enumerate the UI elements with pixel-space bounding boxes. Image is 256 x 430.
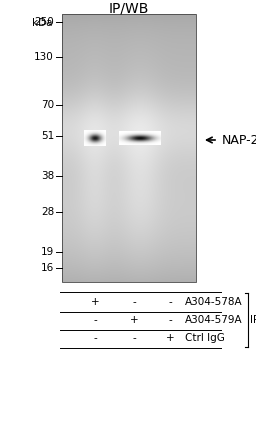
Text: A304-578A: A304-578A bbox=[185, 297, 243, 307]
Text: +: + bbox=[130, 315, 138, 325]
Bar bbox=[62, 14, 196, 282]
Text: 38: 38 bbox=[41, 171, 54, 181]
Text: NAP-2: NAP-2 bbox=[222, 133, 256, 147]
Text: kDa: kDa bbox=[32, 18, 52, 28]
Text: -: - bbox=[132, 297, 136, 307]
Text: +: + bbox=[166, 333, 174, 343]
Text: -: - bbox=[93, 333, 97, 343]
Text: 130: 130 bbox=[34, 52, 54, 62]
Text: IP/WB: IP/WB bbox=[109, 2, 149, 16]
Text: 250: 250 bbox=[34, 17, 54, 27]
Text: IP: IP bbox=[250, 315, 256, 325]
Text: Ctrl IgG: Ctrl IgG bbox=[185, 333, 225, 343]
Text: -: - bbox=[168, 297, 172, 307]
Text: 28: 28 bbox=[41, 207, 54, 217]
Text: 16: 16 bbox=[41, 263, 54, 273]
Text: +: + bbox=[91, 297, 99, 307]
Text: -: - bbox=[93, 315, 97, 325]
Text: -: - bbox=[132, 333, 136, 343]
Text: 19: 19 bbox=[41, 247, 54, 257]
Text: A304-579A: A304-579A bbox=[185, 315, 243, 325]
Text: -: - bbox=[168, 315, 172, 325]
Text: 51: 51 bbox=[41, 131, 54, 141]
Text: 70: 70 bbox=[41, 100, 54, 110]
